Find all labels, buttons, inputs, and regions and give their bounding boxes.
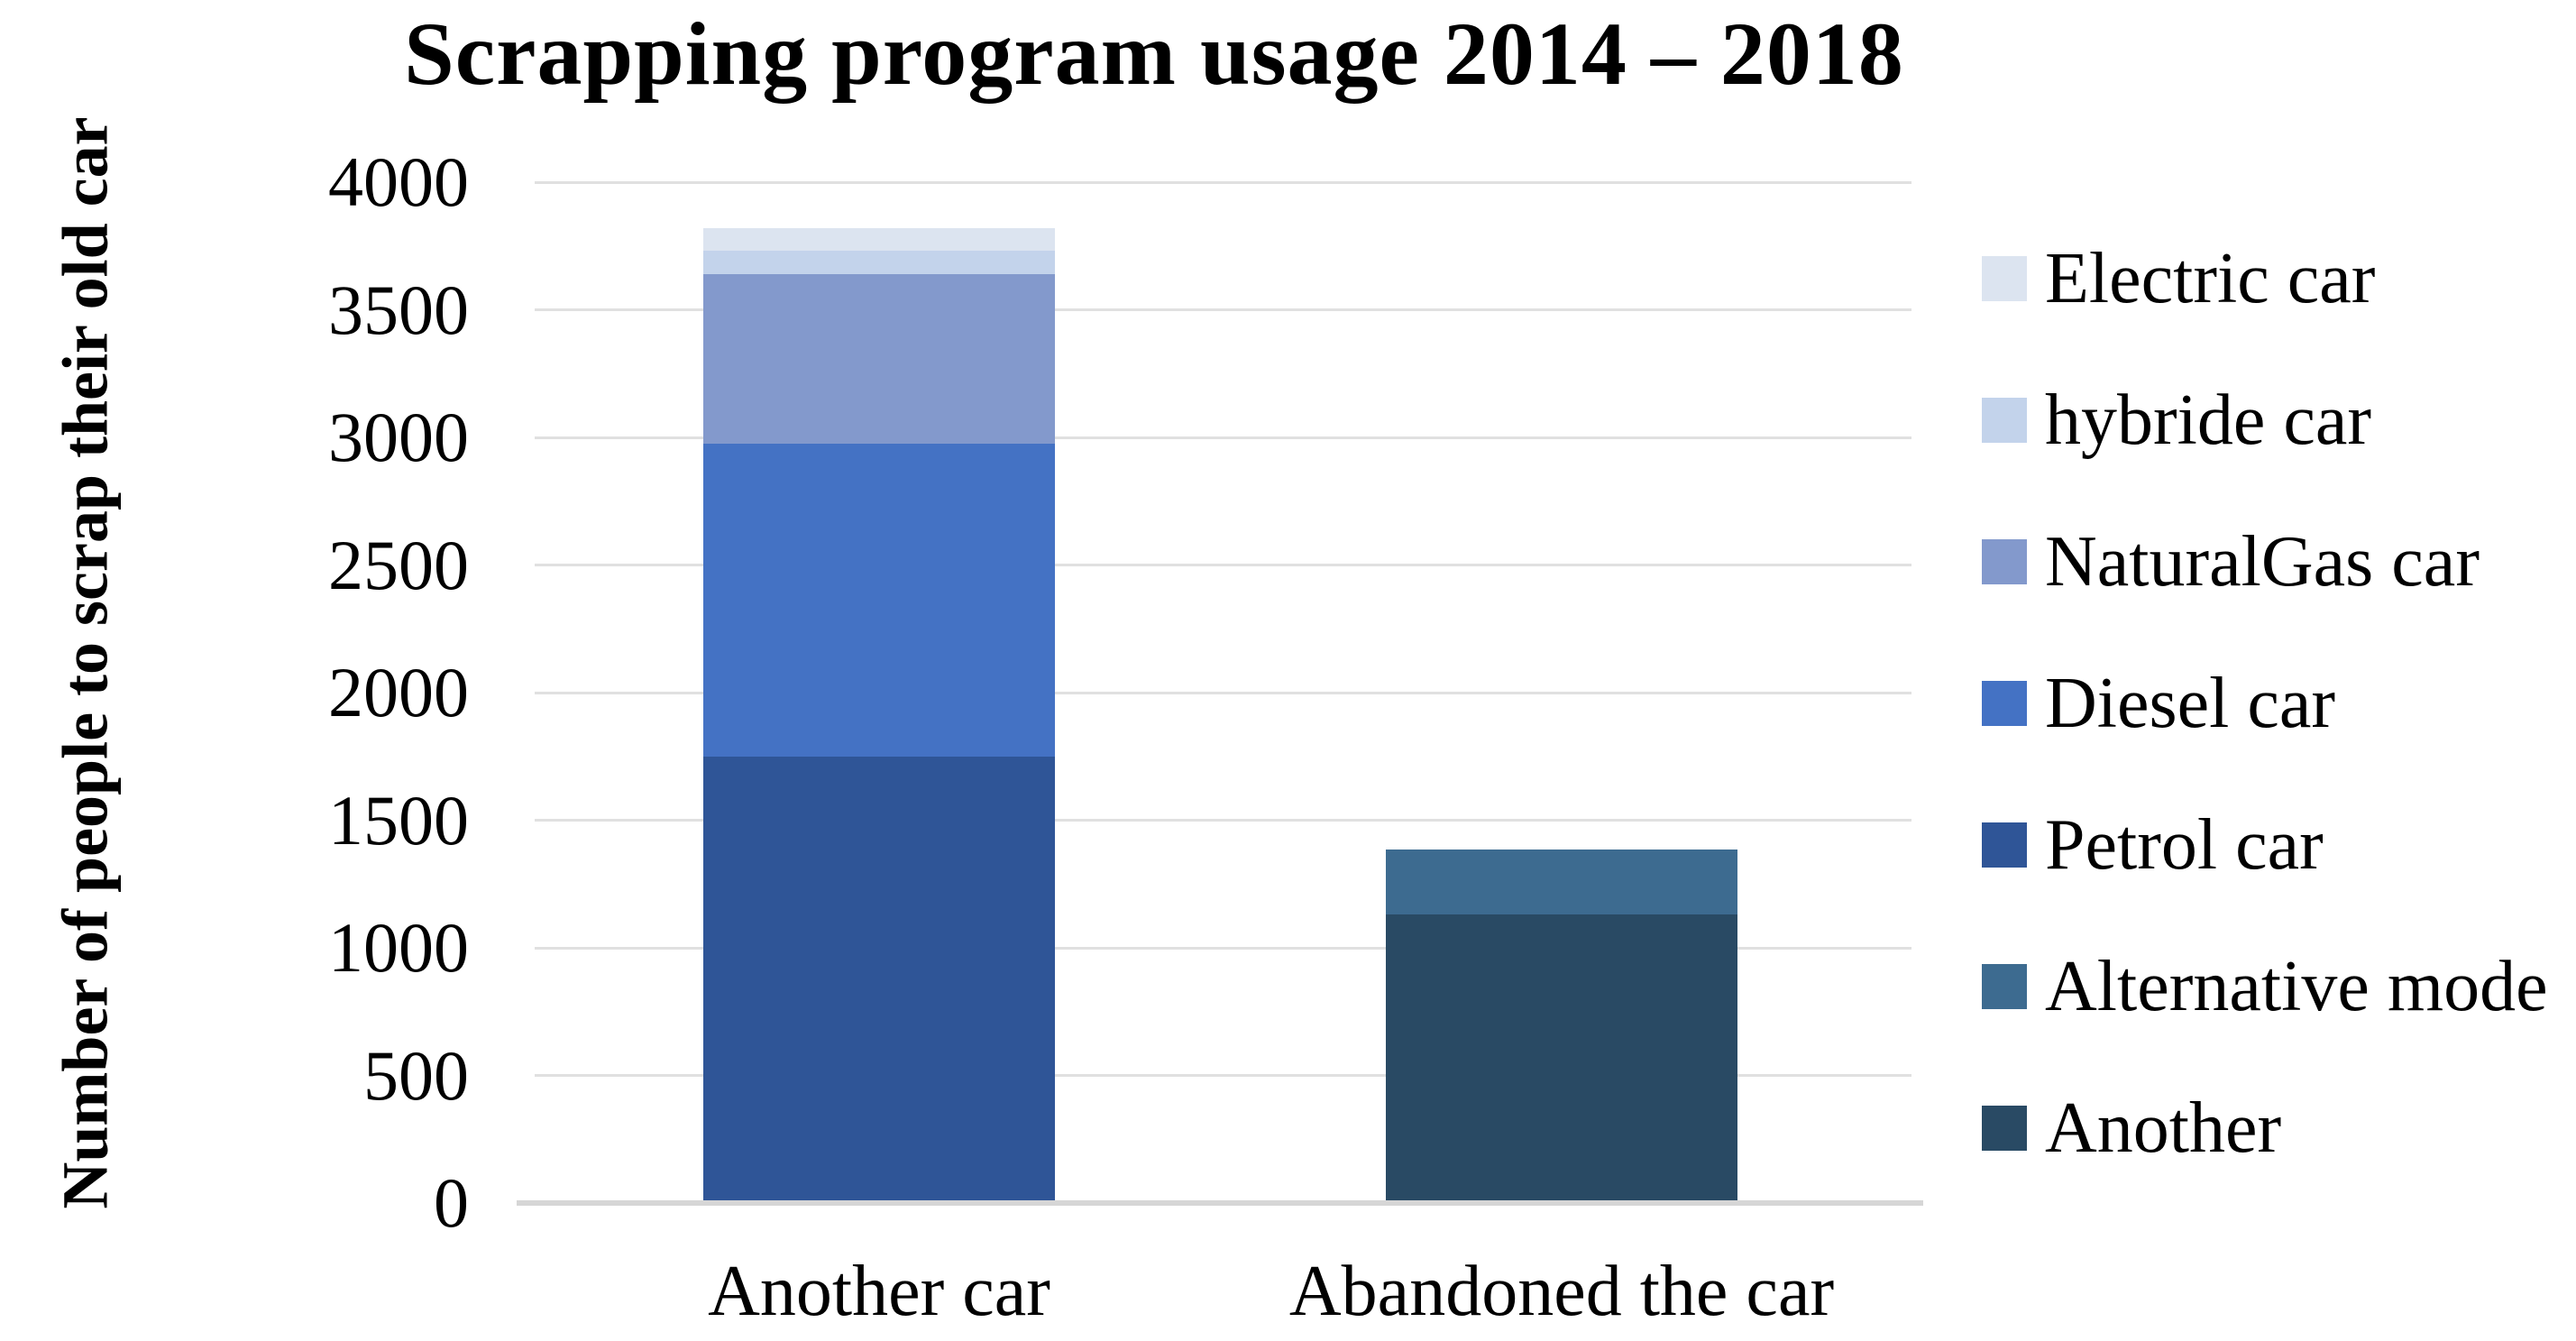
y-tick-label-500: 500: [363, 1035, 469, 1115]
y-tick-label-2000: 2000: [328, 653, 469, 731]
legend-swatch-electric-car: [1982, 255, 2027, 301]
gridline-3500: [535, 308, 1911, 311]
legend-label-petrol-car: Petrol car: [2045, 804, 2324, 885]
y-axis-title: Number of people to scrap their old car: [49, 116, 122, 1209]
legend-swatch-diesel-car: [1982, 680, 2027, 726]
x-axis-category-labels: Another car Abandoned the car: [0, 1252, 2576, 1341]
legend-label-another: Another: [2045, 1088, 2282, 1168]
gridline-500: [535, 1074, 1911, 1077]
legend-item-naturalgas-car: NaturalGas car: [1982, 525, 2548, 598]
gridline-3000: [535, 436, 1911, 439]
legend-swatch-petrol-car: [1982, 822, 2027, 868]
y-tick-label-3000: 3000: [328, 398, 469, 476]
legend-swatch-another: [1982, 1105, 2027, 1151]
bar-segment-another-car-petrol-car: [703, 756, 1055, 1203]
y-tick-label-1500: 1500: [328, 780, 469, 859]
legend-item-petrol-car: Petrol car: [1982, 808, 2548, 881]
y-axis-tick-labels: 0 500 1000 1500 2000 2500 3000 3500 4000: [270, 147, 469, 1238]
x-axis-line: [517, 1200, 1923, 1206]
y-tick-label-3500: 3500: [328, 270, 469, 349]
legend-item-hybride-car: hybride car: [1982, 383, 2548, 456]
bar-segment-another-car-electric-car: [703, 227, 1055, 252]
legend-label-electric-car: Electric car: [2045, 238, 2376, 318]
bar-segment-another-car-hybride-car: [703, 251, 1055, 274]
legend-item-diesel-car: Diesel car: [1982, 666, 2548, 739]
legend-label-hybride-car: hybride car: [2045, 380, 2372, 460]
y-tick-label-1000: 1000: [328, 908, 469, 987]
legend-item-electric-car: Electric car: [1982, 242, 2548, 315]
legend-swatch-alternative-mode: [1982, 963, 2027, 1009]
legend-label-alternative-mode: Alternative mode: [2045, 946, 2548, 1026]
plot-area: [517, 180, 1923, 1206]
bar-abandoned-the-car: [1386, 182, 1737, 1203]
y-tick-label-0: 0: [434, 1163, 469, 1242]
chart-legend: Electric car hybride car NaturalGas car Die…: [1982, 242, 2548, 1164]
x-category-label-another-car: Another car: [708, 1252, 1050, 1331]
gridline-1500: [535, 819, 1911, 822]
legend-swatch-hybride-car: [1982, 397, 2027, 443]
y-tick-label-2500: 2500: [328, 525, 469, 604]
legend-item-alternative-mode: Alternative mode: [1982, 950, 2548, 1023]
gridline-2500: [535, 564, 1911, 566]
bar-segment-abandoned-the-car-alternative-mode: [1386, 850, 1737, 915]
bar-segment-another-car-naturalgas-car: [703, 273, 1055, 445]
chart-title: Scrapping program usage 2014 – 2018: [404, 4, 1904, 104]
gridline-2000: [535, 691, 1911, 694]
gridline-1000: [535, 946, 1911, 950]
legend-label-naturalgas-car: NaturalGas car: [2045, 521, 2480, 602]
legend-label-diesel-car: Diesel car: [2045, 663, 2336, 743]
bar-segment-another-car-diesel-car: [703, 444, 1055, 757]
bar-segment-abandoned-the-car-another: [1386, 914, 1737, 1203]
x-category-label-abandoned-the-car: Abandoned the car: [1288, 1252, 1835, 1331]
gridline-4000: [535, 180, 1911, 184]
legend-swatch-naturalgas-car: [1982, 538, 2027, 584]
bar-another-car: [703, 182, 1055, 1203]
y-tick-label-4000: 4000: [328, 142, 469, 221]
legend-item-another: Another: [1982, 1091, 2548, 1164]
